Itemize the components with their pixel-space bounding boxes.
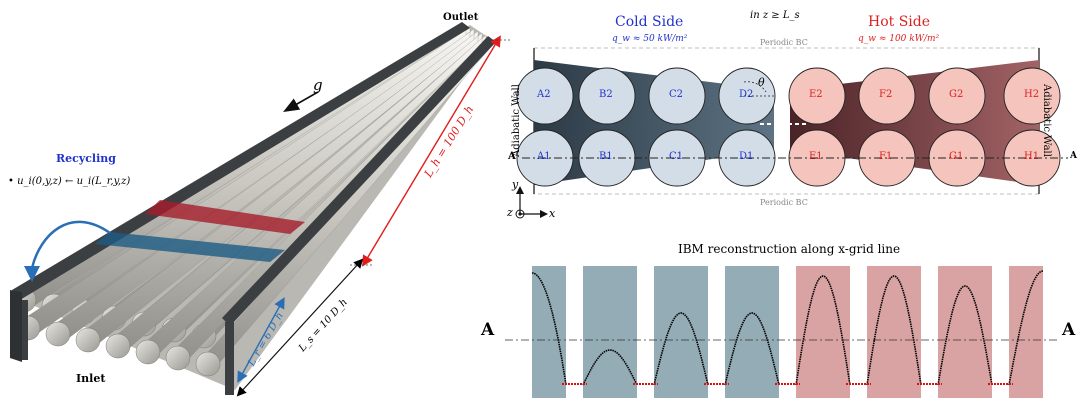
ibm-profile-segment bbox=[653, 312, 709, 386]
rod-label-d2: D2 bbox=[739, 89, 754, 100]
periodic-bc-bottom: Periodic BC bbox=[760, 198, 808, 207]
rod-a2 bbox=[516, 67, 574, 125]
periodic-bc-top: Periodic BC bbox=[760, 38, 808, 47]
rod-e2 bbox=[788, 67, 846, 125]
rod-end bbox=[165, 345, 191, 371]
rod-g2 bbox=[928, 67, 986, 125]
ibm-plot-title: IBM reconstruction along x-grid line bbox=[678, 242, 901, 256]
rod-c2 bbox=[648, 67, 706, 125]
ibm-band bbox=[532, 266, 566, 398]
inlet-label: Inlet bbox=[76, 372, 106, 385]
rod-end bbox=[45, 321, 71, 347]
rod-label-e1: E1 bbox=[809, 151, 823, 162]
rod-end bbox=[105, 333, 131, 359]
rod-label-c2: C2 bbox=[669, 89, 684, 100]
rod-label-a1: A1 bbox=[537, 151, 551, 162]
rod-d2 bbox=[718, 67, 776, 125]
gravity-arrow bbox=[283, 91, 319, 112]
cut-label-left: A bbox=[508, 151, 516, 162]
rod-end bbox=[75, 327, 101, 353]
rod-label-f1: F1 bbox=[879, 151, 893, 162]
rod-label-h1: H1 bbox=[1024, 151, 1040, 162]
rod-label-d1: D1 bbox=[739, 151, 754, 162]
axis-triad bbox=[515, 186, 548, 219]
cold-side-title: Cold Side bbox=[615, 14, 684, 30]
outlet-label: Outlet bbox=[443, 12, 479, 23]
condition-label: in z ≥ L_s bbox=[750, 10, 800, 21]
axis-y-label: y bbox=[512, 178, 519, 191]
ibm-profile-segment bbox=[531, 272, 567, 386]
rod-f2 bbox=[858, 67, 916, 125]
hot-flux-label: q_w ≈ 100 kW/m² bbox=[858, 34, 940, 44]
ibm-profile-segment bbox=[937, 285, 993, 386]
channel-wall-left bbox=[12, 22, 470, 300]
cut-label-right: A bbox=[1070, 151, 1077, 161]
theta-label: θ bbox=[758, 76, 765, 89]
ibm-cut-label-right: A bbox=[1062, 320, 1076, 340]
ibm-profile-segment bbox=[866, 275, 922, 386]
rod-label-b1: B1 bbox=[599, 151, 613, 162]
rod-label-b2: B2 bbox=[599, 89, 613, 100]
ibm-profile-segment bbox=[1008, 270, 1044, 386]
rod-label-a2: A2 bbox=[537, 89, 551, 100]
rod-end bbox=[195, 351, 221, 377]
rod-end bbox=[135, 339, 161, 365]
recycling-plane-red bbox=[145, 200, 305, 234]
rod-label-h2: H2 bbox=[1024, 89, 1040, 100]
lr-dimension-line bbox=[237, 297, 285, 383]
ibm-profile-segment bbox=[582, 349, 638, 386]
rod-label-g2: G2 bbox=[949, 89, 964, 100]
recycling-formula: • u_i(0,y,z) ← u_i(L_r,y,z) bbox=[8, 176, 131, 187]
hot-side-title: Hot Side bbox=[868, 14, 931, 30]
ibm-profile-segment bbox=[795, 275, 851, 386]
axis-x-label: x bbox=[549, 207, 556, 220]
gravity-label: g bbox=[313, 76, 323, 94]
recycling-arrow bbox=[30, 220, 111, 269]
rod-label-e2: E2 bbox=[809, 89, 823, 100]
ibm-cut-label-left: A bbox=[481, 320, 495, 340]
axis-z-label: z bbox=[507, 206, 513, 219]
ibm-band bbox=[583, 266, 637, 398]
ibm-band bbox=[1009, 266, 1043, 398]
ibm-band bbox=[725, 266, 779, 398]
rod-h2 bbox=[1003, 67, 1061, 125]
rod-b2 bbox=[578, 67, 636, 125]
cold-flux-label: q_w ≈ 50 kW/m² bbox=[612, 34, 688, 44]
rod-label-f2: F2 bbox=[879, 89, 893, 100]
ibm-band bbox=[654, 266, 708, 398]
ibm-profile-segment bbox=[724, 312, 780, 386]
rod-label-g1: G1 bbox=[949, 151, 964, 162]
recycling-plane-blue bbox=[95, 232, 285, 262]
rod-label-c1: C1 bbox=[669, 151, 684, 162]
lh-dimension-line bbox=[362, 35, 501, 267]
recycling-title: Recycling bbox=[56, 152, 116, 165]
